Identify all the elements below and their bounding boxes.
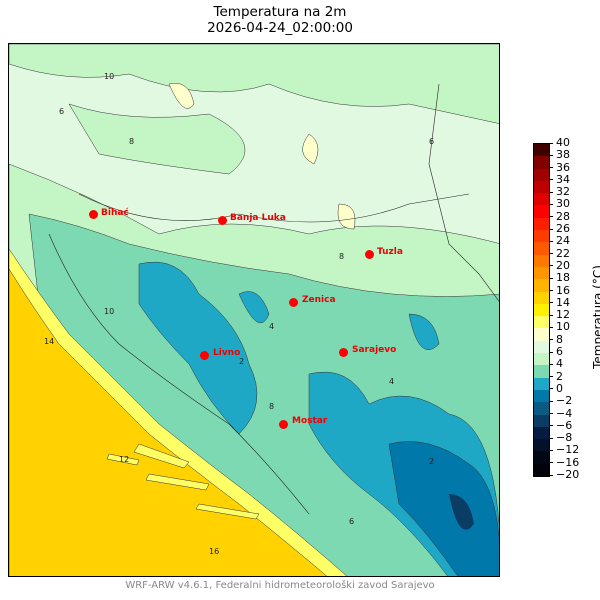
colorbar-tick: −2 — [549, 395, 572, 406]
svg-text:6: 6 — [59, 107, 64, 116]
colorbar-segment — [534, 439, 549, 452]
colorbar-tick: 38 — [549, 149, 570, 160]
colorbar-tick: 30 — [549, 198, 570, 209]
colorbar-segment — [534, 143, 549, 157]
colorbar-segment — [534, 205, 549, 218]
colorbar-segment — [534, 316, 549, 329]
colorbar-segment — [534, 303, 549, 317]
colorbar-tick: 2 — [549, 371, 563, 382]
svg-text:8: 8 — [129, 137, 134, 146]
colorbar-segment — [534, 451, 549, 464]
svg-text:8: 8 — [269, 402, 274, 411]
colorbar-segment — [534, 217, 549, 231]
colorbar-tick: 40 — [549, 137, 570, 148]
colorbar-segment — [534, 193, 549, 206]
colorbar-tick: 20 — [549, 260, 570, 271]
temperature-field: 6 8 10 6 8 4 2 4 2 14 10 16 12 8 6 — [9, 44, 499, 576]
colorbar-tick: −6 — [549, 420, 572, 431]
colorbar-tick: 18 — [549, 272, 570, 283]
colorbar-tick: 22 — [549, 248, 570, 259]
svg-text:12: 12 — [119, 455, 129, 464]
colorbar-tick: 26 — [549, 223, 570, 234]
colorbar-segment — [534, 180, 549, 194]
colorbar-tick: 4 — [549, 358, 563, 369]
colorbar-tick: 0 — [549, 383, 563, 394]
svg-text:10: 10 — [104, 72, 114, 81]
svg-text:4: 4 — [269, 322, 274, 331]
colorbar-tick: −4 — [549, 408, 572, 419]
colorbar-segment — [534, 328, 549, 341]
colorbar-segment — [534, 353, 549, 366]
colorbar-segment — [534, 377, 549, 390]
colorbar-tick: 16 — [549, 285, 570, 296]
colorbar-segment — [534, 365, 549, 378]
svg-text:14: 14 — [44, 337, 54, 346]
colorbar-segment — [534, 414, 549, 427]
colorbar-segment — [534, 242, 549, 255]
colorbar-label: Temperatura (°C) — [591, 265, 600, 369]
colorbar-tick: −16 — [549, 457, 579, 468]
colorbar-segment — [534, 340, 549, 354]
svg-text:6: 6 — [349, 517, 354, 526]
map-timestamp: 2026-04-24_02:00:00 — [207, 20, 353, 36]
colorbar-tick: 32 — [549, 186, 570, 197]
colorbar-tick: −8 — [549, 432, 572, 443]
svg-text:2: 2 — [429, 457, 434, 466]
colorbar-segment — [534, 389, 549, 403]
map-title: Temperatura na 2m — [213, 4, 347, 20]
contour-labels: 6 8 10 6 8 4 2 4 2 14 10 16 12 8 6 — [44, 72, 434, 556]
svg-text:2: 2 — [239, 357, 244, 366]
colorbar-tick: 34 — [549, 174, 570, 185]
colorbar-segment — [534, 254, 549, 267]
svg-text:8: 8 — [339, 252, 344, 261]
svg-text:10: 10 — [104, 307, 114, 316]
colorbar-segment — [534, 402, 549, 415]
colorbar-tick: 12 — [549, 309, 570, 320]
colorbar-tick: 8 — [549, 334, 563, 345]
colorbar-tick: 10 — [549, 321, 570, 332]
colorbar-tick: −12 — [549, 444, 579, 455]
svg-text:6: 6 — [429, 137, 434, 146]
colorbar-tick: 36 — [549, 162, 570, 173]
colorbar-tick: 28 — [549, 211, 570, 222]
colorbar-segment — [534, 266, 549, 280]
colorbar-segment — [534, 463, 549, 476]
colorbar-tick: −20 — [549, 469, 579, 480]
colorbar-tick: 14 — [549, 297, 570, 308]
svg-text:16: 16 — [209, 547, 219, 556]
colorbar-segment — [534, 291, 549, 304]
colorbar-tick: 24 — [549, 235, 570, 246]
colorbar-tick: 6 — [549, 346, 563, 357]
footer-credit: WRF-ARW v4.6.1, Federalni hidrometeorolo… — [125, 580, 435, 591]
svg-text:4: 4 — [389, 377, 394, 386]
colorbar-segment — [534, 156, 549, 169]
colorbar-segment — [534, 168, 549, 181]
colorbar — [533, 143, 550, 477]
temperature-map: 6 8 10 6 8 4 2 4 2 14 10 16 12 8 6 — [8, 43, 500, 577]
colorbar-segment — [534, 230, 549, 243]
colorbar-segment — [534, 279, 549, 292]
colorbar-segment — [534, 426, 549, 440]
